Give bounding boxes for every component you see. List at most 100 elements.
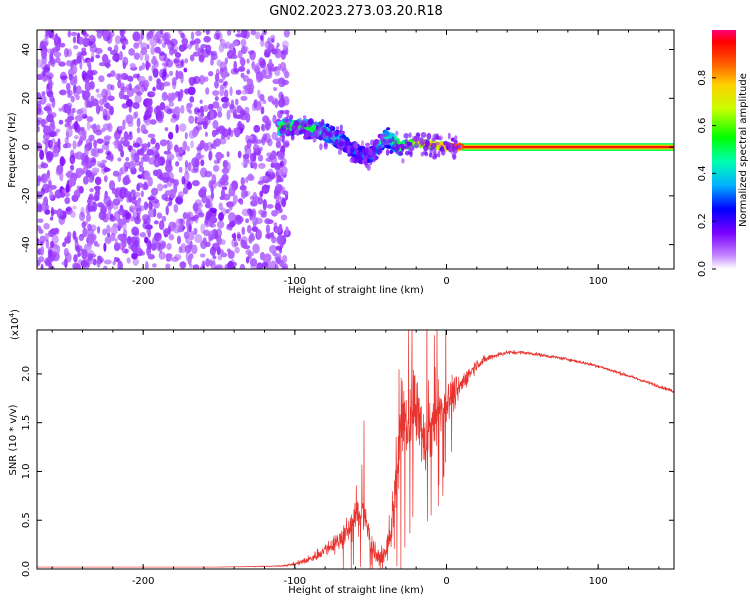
spectrogram-cell — [134, 94, 142, 104]
spectrogram-cell — [246, 69, 251, 75]
spectrogram-cell — [219, 196, 225, 201]
spectrogram-cell — [106, 102, 111, 110]
spectrogram-cell — [347, 153, 351, 157]
spectrogram-cell — [279, 61, 287, 72]
spectrogram-cell — [163, 57, 170, 63]
spectrogram-cell — [232, 40, 239, 47]
spectrogram-cell — [273, 189, 280, 196]
spectrogram-cell — [260, 106, 265, 115]
spectrogram-cell — [37, 260, 41, 267]
spectrogram-cell — [52, 146, 60, 154]
spectrogram-cell — [435, 135, 440, 140]
spectrogram-cell — [408, 132, 412, 138]
spectrogram-cell — [73, 120, 79, 131]
spectrogram-cell — [209, 150, 213, 160]
spectrogram-cell — [192, 264, 200, 269]
spectrogram-cell — [454, 135, 458, 140]
spectrogram-cell — [156, 212, 163, 219]
spectrogram-cell — [174, 52, 182, 58]
spectrogram-cell — [212, 120, 219, 129]
spectrogram-cell — [166, 242, 172, 251]
spectrogram-cell — [301, 119, 306, 123]
spectrogram-cell — [103, 265, 108, 269]
spectrogram-cell — [179, 261, 187, 269]
y-tick-label: 0.5 — [21, 512, 32, 528]
spectrogram-cell — [127, 121, 134, 127]
spectrogram-cell — [246, 78, 254, 88]
spectrogram-cell — [189, 81, 195, 86]
spectrogram-cell — [146, 229, 150, 234]
spectrogram-cell — [68, 125, 74, 130]
spectrogram-cell — [245, 248, 252, 256]
spectrogram-cell — [426, 132, 432, 140]
spectrogram-cell — [89, 124, 97, 129]
spectrogram-cell — [325, 123, 330, 128]
spectrogram-cell — [235, 89, 242, 96]
spectrogram-cell — [121, 237, 127, 249]
spectrogram-cell — [257, 180, 264, 185]
spectrogram-cell — [72, 140, 77, 150]
spectrogram-cell — [133, 52, 140, 60]
spectrogram-cell — [284, 109, 290, 115]
spectrogram-cell — [66, 231, 72, 240]
spectrogram-cell — [403, 132, 409, 139]
spectrogram-cell — [314, 120, 318, 126]
spectrogram-cell — [344, 140, 351, 146]
spectrogram-cell — [96, 138, 104, 144]
spectrogram-cell — [82, 165, 89, 174]
spectrogram-cell — [276, 42, 280, 48]
spectrogram-cell — [379, 135, 384, 142]
spectrogram-cell — [335, 126, 340, 131]
spectrogram-cell — [240, 239, 247, 249]
spectrogram-cell — [107, 232, 111, 238]
spectrogram-cell — [330, 139, 335, 146]
spectrogram-cell — [50, 228, 58, 235]
spectrogram-cell — [334, 138, 340, 142]
spectrogram-cell — [263, 175, 268, 181]
spectrogram-cell — [105, 224, 111, 236]
spectrogram-cell — [101, 159, 107, 164]
spectrogram-cell — [58, 215, 66, 225]
spectrogram-cell — [149, 91, 156, 96]
spectrogram-cell — [298, 130, 303, 135]
spectrogram-cell — [270, 150, 277, 160]
spectrogram-cell — [173, 45, 179, 51]
spectrogram-cell — [279, 109, 284, 115]
spectrogram-cell — [103, 259, 112, 265]
spectrogram-cell — [114, 238, 118, 243]
spectrogram-cell — [187, 86, 196, 96]
spectrogram-cell — [93, 139, 97, 149]
spectrogram-cell — [45, 151, 54, 161]
spectrogram-cell — [95, 30, 104, 34]
spectrogram-cell — [126, 87, 135, 97]
spectrogram-cell — [128, 243, 133, 250]
spectrogram-cell — [139, 232, 147, 238]
spectrogram-cell — [69, 164, 75, 171]
spectrogram-cell — [218, 212, 224, 222]
spectrogram-cell — [37, 191, 44, 199]
spectrogram-cell — [262, 30, 268, 36]
spectrogram-cell — [85, 213, 92, 222]
spectrogram-cell — [252, 144, 260, 152]
spectrogram-cell — [290, 126, 296, 130]
spectrogram-cell — [37, 238, 40, 246]
spectrogram-cell — [289, 114, 294, 120]
spectrogram-cell — [117, 218, 124, 226]
spectrogram-cell — [144, 171, 151, 181]
spectrogram-cell — [123, 229, 128, 238]
spectrogram-cell — [209, 259, 213, 267]
spectrogram-cell — [127, 75, 134, 82]
spectrogram-cell — [188, 115, 195, 124]
spectrogram-cell — [364, 148, 369, 154]
spectrogram-cell — [220, 153, 225, 159]
spectrogram-cell — [151, 263, 157, 268]
spectrogram-cell — [197, 111, 203, 123]
spectrogram-cell — [172, 80, 177, 90]
spectrogram-cell — [225, 208, 230, 214]
spectrogram-cell — [235, 33, 244, 38]
spectrogram-cell — [329, 124, 333, 132]
y-tick-label: 0.0 — [21, 561, 32, 577]
spectrogram-cell — [404, 150, 410, 156]
spectrogram-cell — [65, 105, 71, 114]
